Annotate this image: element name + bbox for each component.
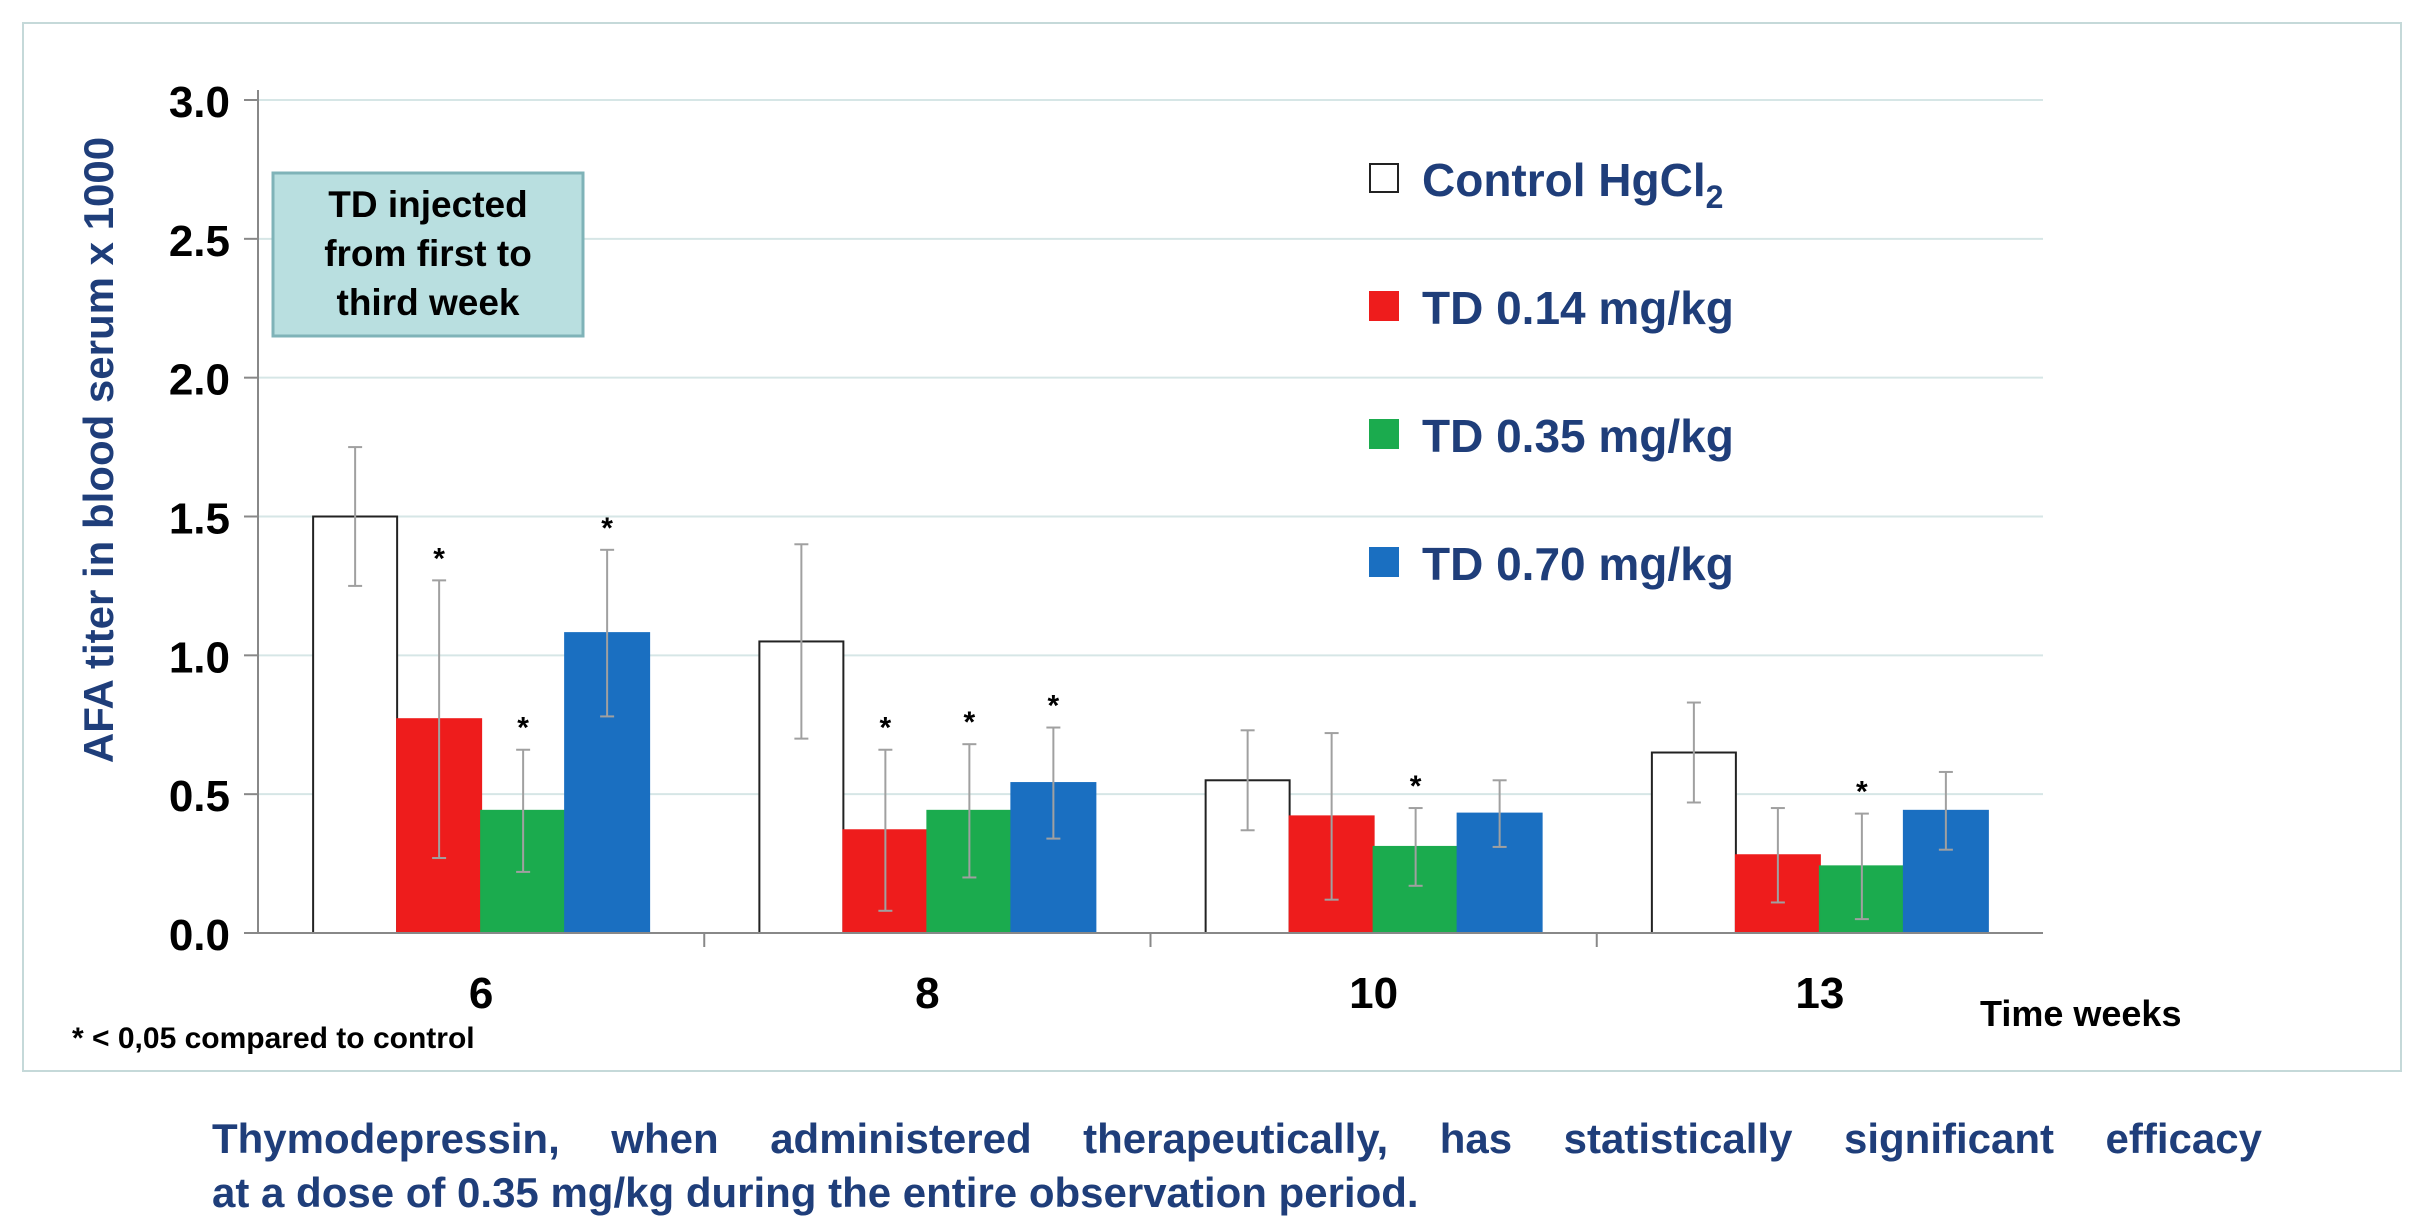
bar-chart: * * * * * * * * 3.0 2.5 2.0 1.5 1.0 0.5 0.0 6 8 10 13 AFA… xyxy=(72,78,2181,1055)
legend-swatch xyxy=(1369,419,1399,449)
y-tick-label: 1.0 xyxy=(169,633,230,682)
significance-marker: * xyxy=(964,706,976,739)
y-tick-label: 3.0 xyxy=(169,78,230,127)
annotation-line-2: from first to xyxy=(324,233,532,274)
legend-swatch xyxy=(1369,291,1399,321)
error-bars: * * * * * * * * xyxy=(348,446,1953,921)
caption-line-2: at a dose of 0.35 mg/kg during the entir… xyxy=(212,1169,1419,1216)
x-axis-label: Time weeks xyxy=(1980,993,2181,1034)
x-tick-label: 8 xyxy=(915,969,939,1018)
annotation-line-1: TD injected xyxy=(328,184,527,225)
significance-marker: * xyxy=(1410,770,1422,803)
bars xyxy=(312,515,1989,935)
y-axis-label: AFA titer in blood serum x 1000 xyxy=(75,137,122,763)
y-tick-label: 0.5 xyxy=(169,772,230,821)
significance-marker: * xyxy=(1856,776,1868,809)
axes xyxy=(244,90,2043,947)
significance-marker: * xyxy=(1048,690,1060,723)
legend-label: TD 0.35 mg/kg xyxy=(1422,410,1734,462)
y-tick-label: 2.0 xyxy=(169,356,230,405)
y-tick-label: 0.0 xyxy=(169,911,230,960)
legend-swatch xyxy=(1369,163,1399,193)
y-tick-label: 2.5 xyxy=(169,217,230,266)
x-tick-label: 13 xyxy=(1795,969,1844,1018)
legend-label: Control HgCl2 xyxy=(1422,154,1723,215)
legend: Control HgCl2 TD 0.14 mg/kg TD 0.35 mg/kg T… xyxy=(1369,154,1734,590)
significance-marker: * xyxy=(433,542,445,575)
annotation-box: TD injected from first to third week xyxy=(271,171,585,338)
legend-label: TD 0.70 mg/kg xyxy=(1422,538,1734,590)
significance-marker: * xyxy=(517,712,529,745)
x-tick-label: 10 xyxy=(1349,969,1398,1018)
tick-labels: 3.0 2.5 2.0 1.5 1.0 0.5 0.0 6 8 10 13 xyxy=(169,78,1845,1018)
legend-subscript: 2 xyxy=(1706,179,1724,215)
significance-marker: * xyxy=(601,512,613,545)
significance-footnote: * < 0,05 compared to control xyxy=(72,1022,475,1055)
annotation-line-3: third week xyxy=(337,282,520,323)
x-tick-label: 6 xyxy=(469,969,493,1018)
caption-line-1: Thymodepressin, when administered therap… xyxy=(212,1115,2262,1162)
y-tick-label: 1.5 xyxy=(169,495,230,544)
legend-label: TD 0.14 mg/kg xyxy=(1422,282,1734,334)
significance-marker: * xyxy=(880,712,892,745)
chart-frame xyxy=(22,22,2402,1072)
legend-swatch xyxy=(1369,547,1399,577)
